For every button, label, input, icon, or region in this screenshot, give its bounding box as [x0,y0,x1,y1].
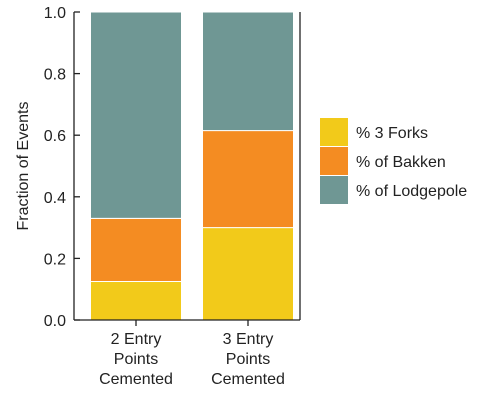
x-tick-label-0: 2 Entry Points Cemented [99,331,173,388]
y-tick-label-2: 0.4 [44,190,66,207]
legend: % 3 Forks % of Bakken % of Lodgepole [320,118,467,204]
y-tick-label-5: 1.0 [44,5,66,22]
bar-segment-0-1 [90,217,182,282]
y-tick-label-1: 0.2 [44,251,66,268]
bar-segment-0-2 [90,11,182,219]
bar-segment-1-1 [202,130,294,229]
y-tick-label-0: 0.0 [44,313,66,330]
y-tick-label-4: 0.8 [44,67,66,84]
axes-layer: 2 Entry Points Cemented 3 Entry Points Cement… [44,5,301,388]
legend-swatch-2 [320,176,348,204]
y-axis-label: Fraction of Events [15,102,32,231]
legend-swatch-1 [320,147,348,175]
bar-segment-1-2 [202,11,294,132]
bar-segment-1-0 [202,227,294,321]
y-tick-label-3: 0.6 [44,128,66,145]
legend-swatch-0 [320,118,348,146]
legend-label-0: % 3 Forks [356,125,428,142]
x-tick-label-1: 3 Entry Points Cemented [211,331,285,388]
bar-segment-0-0 [90,281,182,321]
legend-label-1: % of Bakken [356,154,446,171]
legend-label-2: % of Lodgepole [356,183,467,200]
bars-layer [90,11,294,321]
